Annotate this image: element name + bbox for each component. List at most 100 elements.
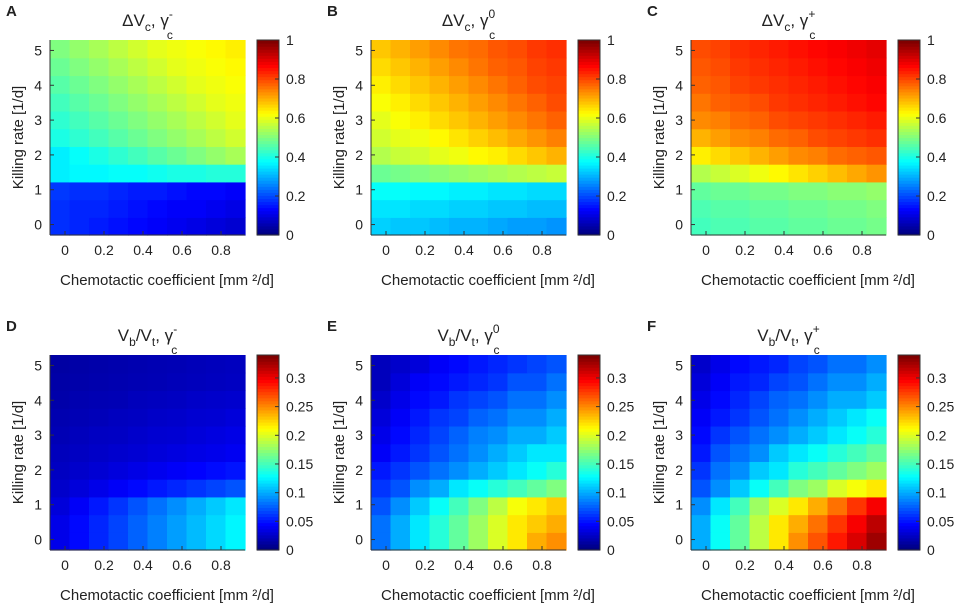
colorbar-segment [257, 97, 279, 102]
heatmap-cell [769, 75, 790, 94]
heatmap-cell [429, 110, 450, 130]
heatmap-cell [507, 514, 528, 533]
heatmap-cell [749, 164, 770, 183]
heatmap-cell [410, 40, 431, 59]
heatmap-cell [50, 75, 71, 94]
title-sup: - [173, 322, 177, 336]
colorbar-segment [898, 171, 920, 175]
colorbar-segment [257, 422, 279, 426]
heatmap-cell [167, 217, 188, 236]
heatmap-cell [788, 57, 809, 77]
heatmap-cell [449, 57, 470, 77]
colorbar-segment [898, 461, 920, 466]
heatmap-cell [527, 57, 548, 77]
heatmap-cell [488, 93, 509, 112]
colorbar-segment [898, 174, 920, 178]
x-tick-label: 0.4 [454, 557, 474, 573]
heatmap-cell [691, 479, 712, 498]
x-tick-label: 0.8 [532, 242, 552, 258]
colorbar-segment [578, 431, 600, 435]
colorbar-segment [257, 103, 279, 108]
heatmap-cell [507, 164, 528, 183]
heatmap-cell [69, 355, 90, 374]
heatmap-cell [89, 461, 110, 480]
colorbar-segment [257, 116, 279, 120]
colorbar-segment [257, 428, 279, 432]
heatmap-cell [710, 146, 731, 165]
heatmap-cell [730, 479, 751, 498]
heatmap-cell [808, 461, 829, 480]
heatmap-cell [847, 372, 868, 392]
heatmap-cell [69, 514, 90, 533]
heatmap-cell [69, 390, 90, 409]
colorbar-segment [257, 543, 279, 548]
y-tick-label: 0 [675, 217, 683, 233]
colorbar-segment [257, 434, 279, 438]
heatmap-cell [468, 425, 489, 445]
heatmap-cell [89, 372, 110, 392]
heatmap-cell [69, 425, 90, 445]
heatmap-cell [527, 408, 548, 427]
colorbar-segment [578, 103, 600, 108]
colorbar-segment [898, 155, 920, 160]
colorbar-segment [578, 361, 600, 365]
heatmap-cell [468, 461, 489, 480]
colorbar-segment [257, 137, 279, 142]
colorbar-segment [898, 476, 920, 481]
colorbar-segment [257, 40, 279, 44]
colorbar-tick-label: 0.8 [927, 71, 947, 87]
heatmap-cell [186, 75, 207, 94]
colorbar-segment [898, 498, 920, 502]
heatmap-cell [449, 461, 470, 480]
heatmap-cell [410, 110, 431, 130]
heatmap-cell [769, 355, 790, 374]
y-tick-label: 3 [675, 112, 683, 128]
colorbar-tick-label: 0.25 [927, 399, 954, 415]
colorbar-segment [257, 219, 279, 224]
heatmap-cell [206, 408, 227, 427]
colorbar-segment [257, 425, 279, 429]
heatmap-cell [429, 57, 450, 77]
colorbar-segment [257, 546, 279, 551]
colorbar-segment [257, 177, 279, 181]
colorbar-tick-label: 0 [607, 542, 615, 558]
heatmap-cell [371, 164, 392, 183]
heatmap-cell [167, 128, 188, 147]
colorbar-segment [257, 458, 279, 463]
colorbar-tick-label: 0.25 [286, 399, 313, 415]
heatmap-cell [186, 479, 207, 498]
colorbar-segment [898, 400, 920, 405]
x-tick-label: 0.8 [532, 557, 552, 573]
heatmap-cell [468, 110, 489, 130]
colorbar-segment [898, 418, 920, 423]
heatmap-cell [730, 443, 751, 462]
colorbar-segment [257, 479, 279, 484]
heatmap-cell [410, 479, 431, 498]
title-mid2: , γ [475, 326, 493, 345]
colorbar-segment [578, 116, 600, 120]
colorbar-segment [257, 100, 279, 105]
colorbar-segment [257, 195, 279, 200]
colorbar-segment [898, 373, 920, 377]
colorbar-segment [898, 546, 920, 551]
title-main: V [118, 326, 130, 345]
heatmap-cell [371, 390, 392, 409]
heatmap-cell [847, 496, 868, 516]
colorbar-segment [898, 388, 920, 393]
heatmap-cell [546, 408, 567, 427]
heatmap-cell [50, 199, 71, 218]
heatmap-cell [527, 514, 548, 533]
colorbar-segment [898, 225, 920, 230]
colorbar-segment [898, 397, 920, 402]
heatmap-cell [710, 496, 731, 516]
heatmap-cell [507, 146, 528, 165]
colorbar-segment [898, 425, 920, 429]
colorbar-segment [257, 85, 279, 90]
colorbar-frame [897, 39, 921, 236]
colorbar-segment [257, 171, 279, 175]
colorbar-segment [578, 418, 600, 423]
heatmap-cell [89, 496, 110, 516]
heatmap-cell [866, 514, 887, 533]
colorbar-segment [257, 379, 279, 384]
